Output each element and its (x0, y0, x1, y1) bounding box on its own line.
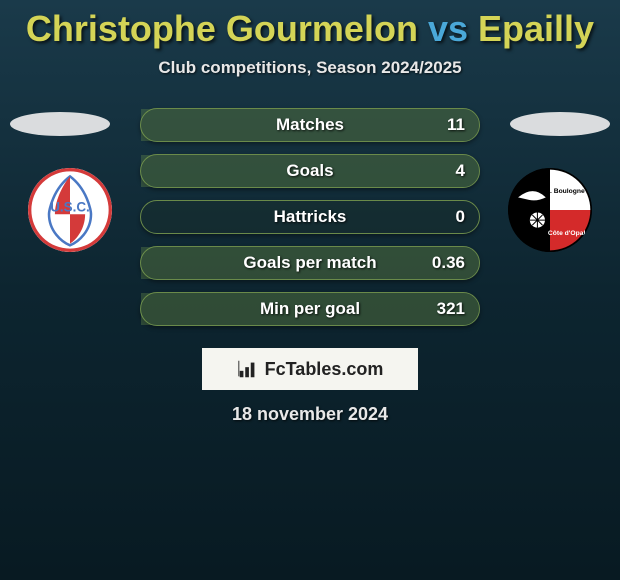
stat-label: Goals (141, 161, 479, 181)
right-platform-oval (510, 112, 610, 136)
stat-bar-hattricks: Hattricks 0 (140, 200, 480, 234)
footer-date: 18 november 2024 (0, 404, 620, 425)
stat-value: 321 (437, 299, 465, 319)
stat-bar-goals-per-match: Goals per match 0.36 (140, 246, 480, 280)
subtitle: Club competitions, Season 2024/2025 (0, 58, 620, 78)
fctables-watermark: FcTables.com (202, 348, 418, 390)
comparison-title: Christophe Gourmelon vs Epailly (0, 0, 620, 50)
stat-value: 0.36 (432, 253, 465, 273)
stat-value: 0 (456, 207, 465, 227)
right-club-crest: S. Boulogne Côte d'Opale (508, 168, 592, 252)
stat-label: Min per goal (141, 299, 479, 319)
bar-chart-icon (237, 358, 259, 380)
title-vs: vs (428, 8, 468, 49)
left-platform-oval (10, 112, 110, 136)
player1-name: Christophe Gourmelon (26, 8, 418, 49)
left-club-crest: U.S.C. (28, 168, 112, 252)
usc-crest-icon: U.S.C. (28, 168, 112, 252)
boulogne-crest-icon: S. Boulogne Côte d'Opale (508, 168, 592, 252)
fctables-text: FcTables.com (265, 359, 384, 380)
svg-text:U.S.C.: U.S.C. (50, 200, 90, 215)
svg-text:S. Boulogne: S. Boulogne (546, 188, 585, 195)
stat-value: 11 (447, 115, 465, 135)
stat-bar-matches: Matches 11 (140, 108, 480, 142)
stats-area: U.S.C. S. Boulogne Côte d'Opale Matches … (0, 108, 620, 326)
svg-text:Côte d'Opale: Côte d'Opale (548, 230, 589, 237)
stat-bar-min-per-goal: Min per goal 321 (140, 292, 480, 326)
stat-label: Matches (141, 115, 479, 135)
stat-label: Goals per match (141, 253, 479, 273)
stat-bar-goals: Goals 4 (140, 154, 480, 188)
stat-bars: Matches 11 Goals 4 Hattricks 0 Goals per… (140, 108, 480, 326)
stat-value: 4 (456, 161, 465, 181)
stat-label: Hattricks (141, 207, 479, 227)
player2-name: Epailly (478, 8, 594, 49)
